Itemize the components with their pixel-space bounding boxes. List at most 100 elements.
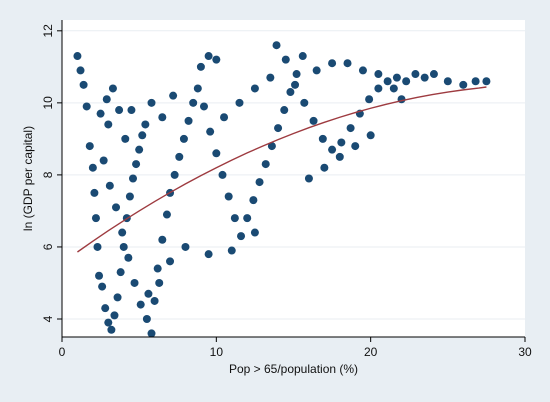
data-point-92	[304, 174, 313, 183]
tick-labels: 0 10 20 30 4 6 8 10 12	[41, 24, 532, 359]
data-point-109	[328, 59, 337, 68]
data-point-54	[206, 127, 215, 136]
data-point-24	[141, 120, 150, 129]
y-tick-label-3: 10	[41, 96, 55, 110]
data-point-101	[166, 257, 175, 266]
data-point-19	[125, 192, 134, 201]
data-point-91	[482, 77, 491, 86]
data-point-10	[98, 282, 107, 291]
x-axis-label: Pop > 65/population (%)	[229, 362, 358, 376]
data-point-58	[230, 214, 239, 223]
data-point-72	[291, 80, 300, 89]
data-point-61	[249, 196, 258, 205]
data-point-11	[101, 304, 110, 313]
data-point-40	[153, 264, 162, 273]
data-point-63	[261, 160, 270, 169]
data-point-62	[255, 178, 264, 187]
data-point-70	[272, 41, 281, 50]
data-point-84	[402, 77, 411, 86]
data-point-74	[309, 116, 318, 125]
data-point-14	[110, 311, 119, 320]
data-point-81	[374, 84, 383, 93]
data-point-80	[365, 95, 374, 104]
data-points	[73, 41, 491, 338]
data-point-49	[193, 84, 202, 93]
fit-line-group	[77, 86, 487, 253]
data-point-110	[343, 59, 352, 68]
data-point-100	[181, 242, 190, 251]
data-point-64	[267, 142, 276, 151]
data-point-34	[124, 253, 133, 262]
data-point-13	[107, 325, 116, 334]
fit-line	[77, 86, 487, 253]
data-point-46	[179, 134, 188, 143]
data-point-103	[144, 289, 153, 298]
data-point-96	[366, 131, 375, 140]
data-point-108	[312, 66, 321, 75]
data-point-48	[189, 98, 198, 107]
y-tick-label-1: 6	[41, 243, 55, 250]
y-tick-label-4: 12	[41, 24, 55, 38]
data-point-56	[218, 170, 227, 179]
data-point-17	[119, 242, 128, 251]
data-point-50	[196, 62, 205, 71]
y-tick-label-2: 8	[41, 171, 55, 178]
data-point-15	[113, 293, 122, 302]
data-point-87	[429, 70, 438, 79]
data-point-107	[266, 73, 275, 82]
data-point-55	[212, 149, 221, 158]
data-point-94	[335, 152, 344, 161]
data-point-21	[132, 160, 141, 169]
data-point-27	[108, 84, 117, 93]
data-point-41	[158, 235, 167, 244]
data-point-30	[99, 156, 108, 165]
data-point-60	[243, 214, 252, 223]
data-point-90	[471, 77, 480, 86]
data-point-38	[147, 329, 156, 338]
data-point-31	[105, 181, 114, 190]
data-point-112	[374, 70, 383, 79]
data-point-67	[286, 88, 295, 97]
x-tick-label-1: 10	[210, 345, 224, 359]
data-point-44	[170, 170, 179, 179]
data-point-35	[130, 278, 139, 287]
data-point-51	[204, 52, 213, 61]
data-point-85	[411, 70, 420, 79]
data-point-37	[142, 314, 151, 323]
x-tick-label-3: 30	[518, 345, 532, 359]
data-point-3	[82, 102, 91, 111]
data-point-29	[121, 134, 130, 143]
data-point-73	[300, 98, 309, 107]
data-point-97	[250, 228, 259, 237]
data-point-116	[169, 91, 178, 100]
data-point-89	[459, 80, 468, 89]
data-point-28	[115, 106, 124, 115]
data-point-52	[212, 55, 221, 64]
data-point-83	[392, 73, 401, 82]
data-point-53	[199, 102, 208, 111]
data-point-59	[237, 232, 246, 241]
data-point-12	[104, 318, 113, 327]
data-point-6	[90, 188, 99, 197]
data-point-78	[346, 124, 355, 133]
axes	[57, 20, 526, 342]
data-point-0	[73, 52, 82, 61]
data-point-25	[96, 109, 105, 118]
data-point-71	[281, 55, 290, 64]
data-point-32	[112, 203, 121, 212]
data-point-4	[85, 142, 94, 151]
data-point-8	[93, 242, 102, 251]
data-point-2	[79, 80, 88, 89]
gridlines	[62, 30, 525, 320]
data-point-7	[91, 214, 100, 223]
data-point-99	[204, 250, 213, 259]
data-point-65	[274, 124, 283, 133]
data-point-119	[104, 120, 113, 129]
data-point-68	[292, 70, 301, 79]
data-point-117	[147, 98, 156, 107]
y-tick-label-0: 4	[41, 315, 55, 322]
data-point-93	[320, 163, 329, 172]
data-point-20	[128, 174, 137, 183]
x-tick-label-2: 20	[364, 345, 378, 359]
data-point-39	[150, 296, 159, 305]
